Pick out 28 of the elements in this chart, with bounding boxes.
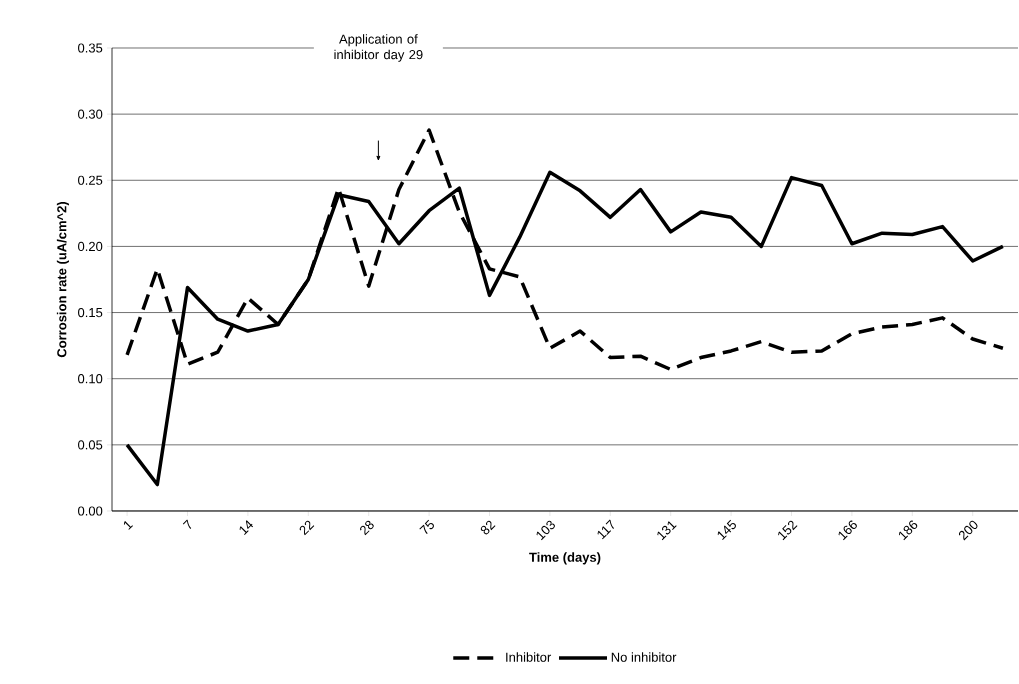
x-tick-label: 152 (778, 520, 798, 541)
y-tick-label: 0.00 (78, 506, 103, 516)
y-tick-label: 0.05 (78, 440, 103, 450)
y-tick-label: 0.35 (78, 43, 103, 53)
x-tick-label: 28 (360, 520, 374, 536)
y-axis-title: Corrosion rate (uA/cm^2) (56, 201, 69, 358)
x-tick-label: 186 (898, 520, 918, 541)
y-tick-label: 0.15 (78, 307, 103, 318)
y-tick-label: 0.10 (78, 374, 103, 384)
x-tick-label: 200 (958, 520, 978, 541)
y-tick-label: 0.25 (78, 175, 103, 185)
x-tick-label: 75 (419, 519, 434, 535)
y-tick-label: 0.30 (78, 109, 103, 119)
x-axis-title: Time (days) (529, 552, 601, 565)
x-tick-label: 1 (123, 521, 133, 530)
x-tick-label: 145 (717, 519, 736, 541)
annotation: Application of inhibitor day 29 (334, 34, 423, 62)
legend-label: Inhibitor (506, 652, 552, 662)
x-tick-label: 82 (480, 520, 496, 535)
x-tick-label: 7 (182, 519, 192, 529)
x-tick-label: 103 (536, 520, 555, 541)
x-tick-label: 131 (657, 521, 677, 541)
x-tick-label: 14 (239, 520, 254, 535)
x-tick-label: 22 (299, 520, 315, 536)
legend-label: No inhibitor (611, 652, 677, 662)
y-tick-label: 0.20 (78, 241, 103, 252)
x-tick-label: 166 (838, 520, 857, 541)
x-tick-label: 117 (597, 519, 614, 540)
